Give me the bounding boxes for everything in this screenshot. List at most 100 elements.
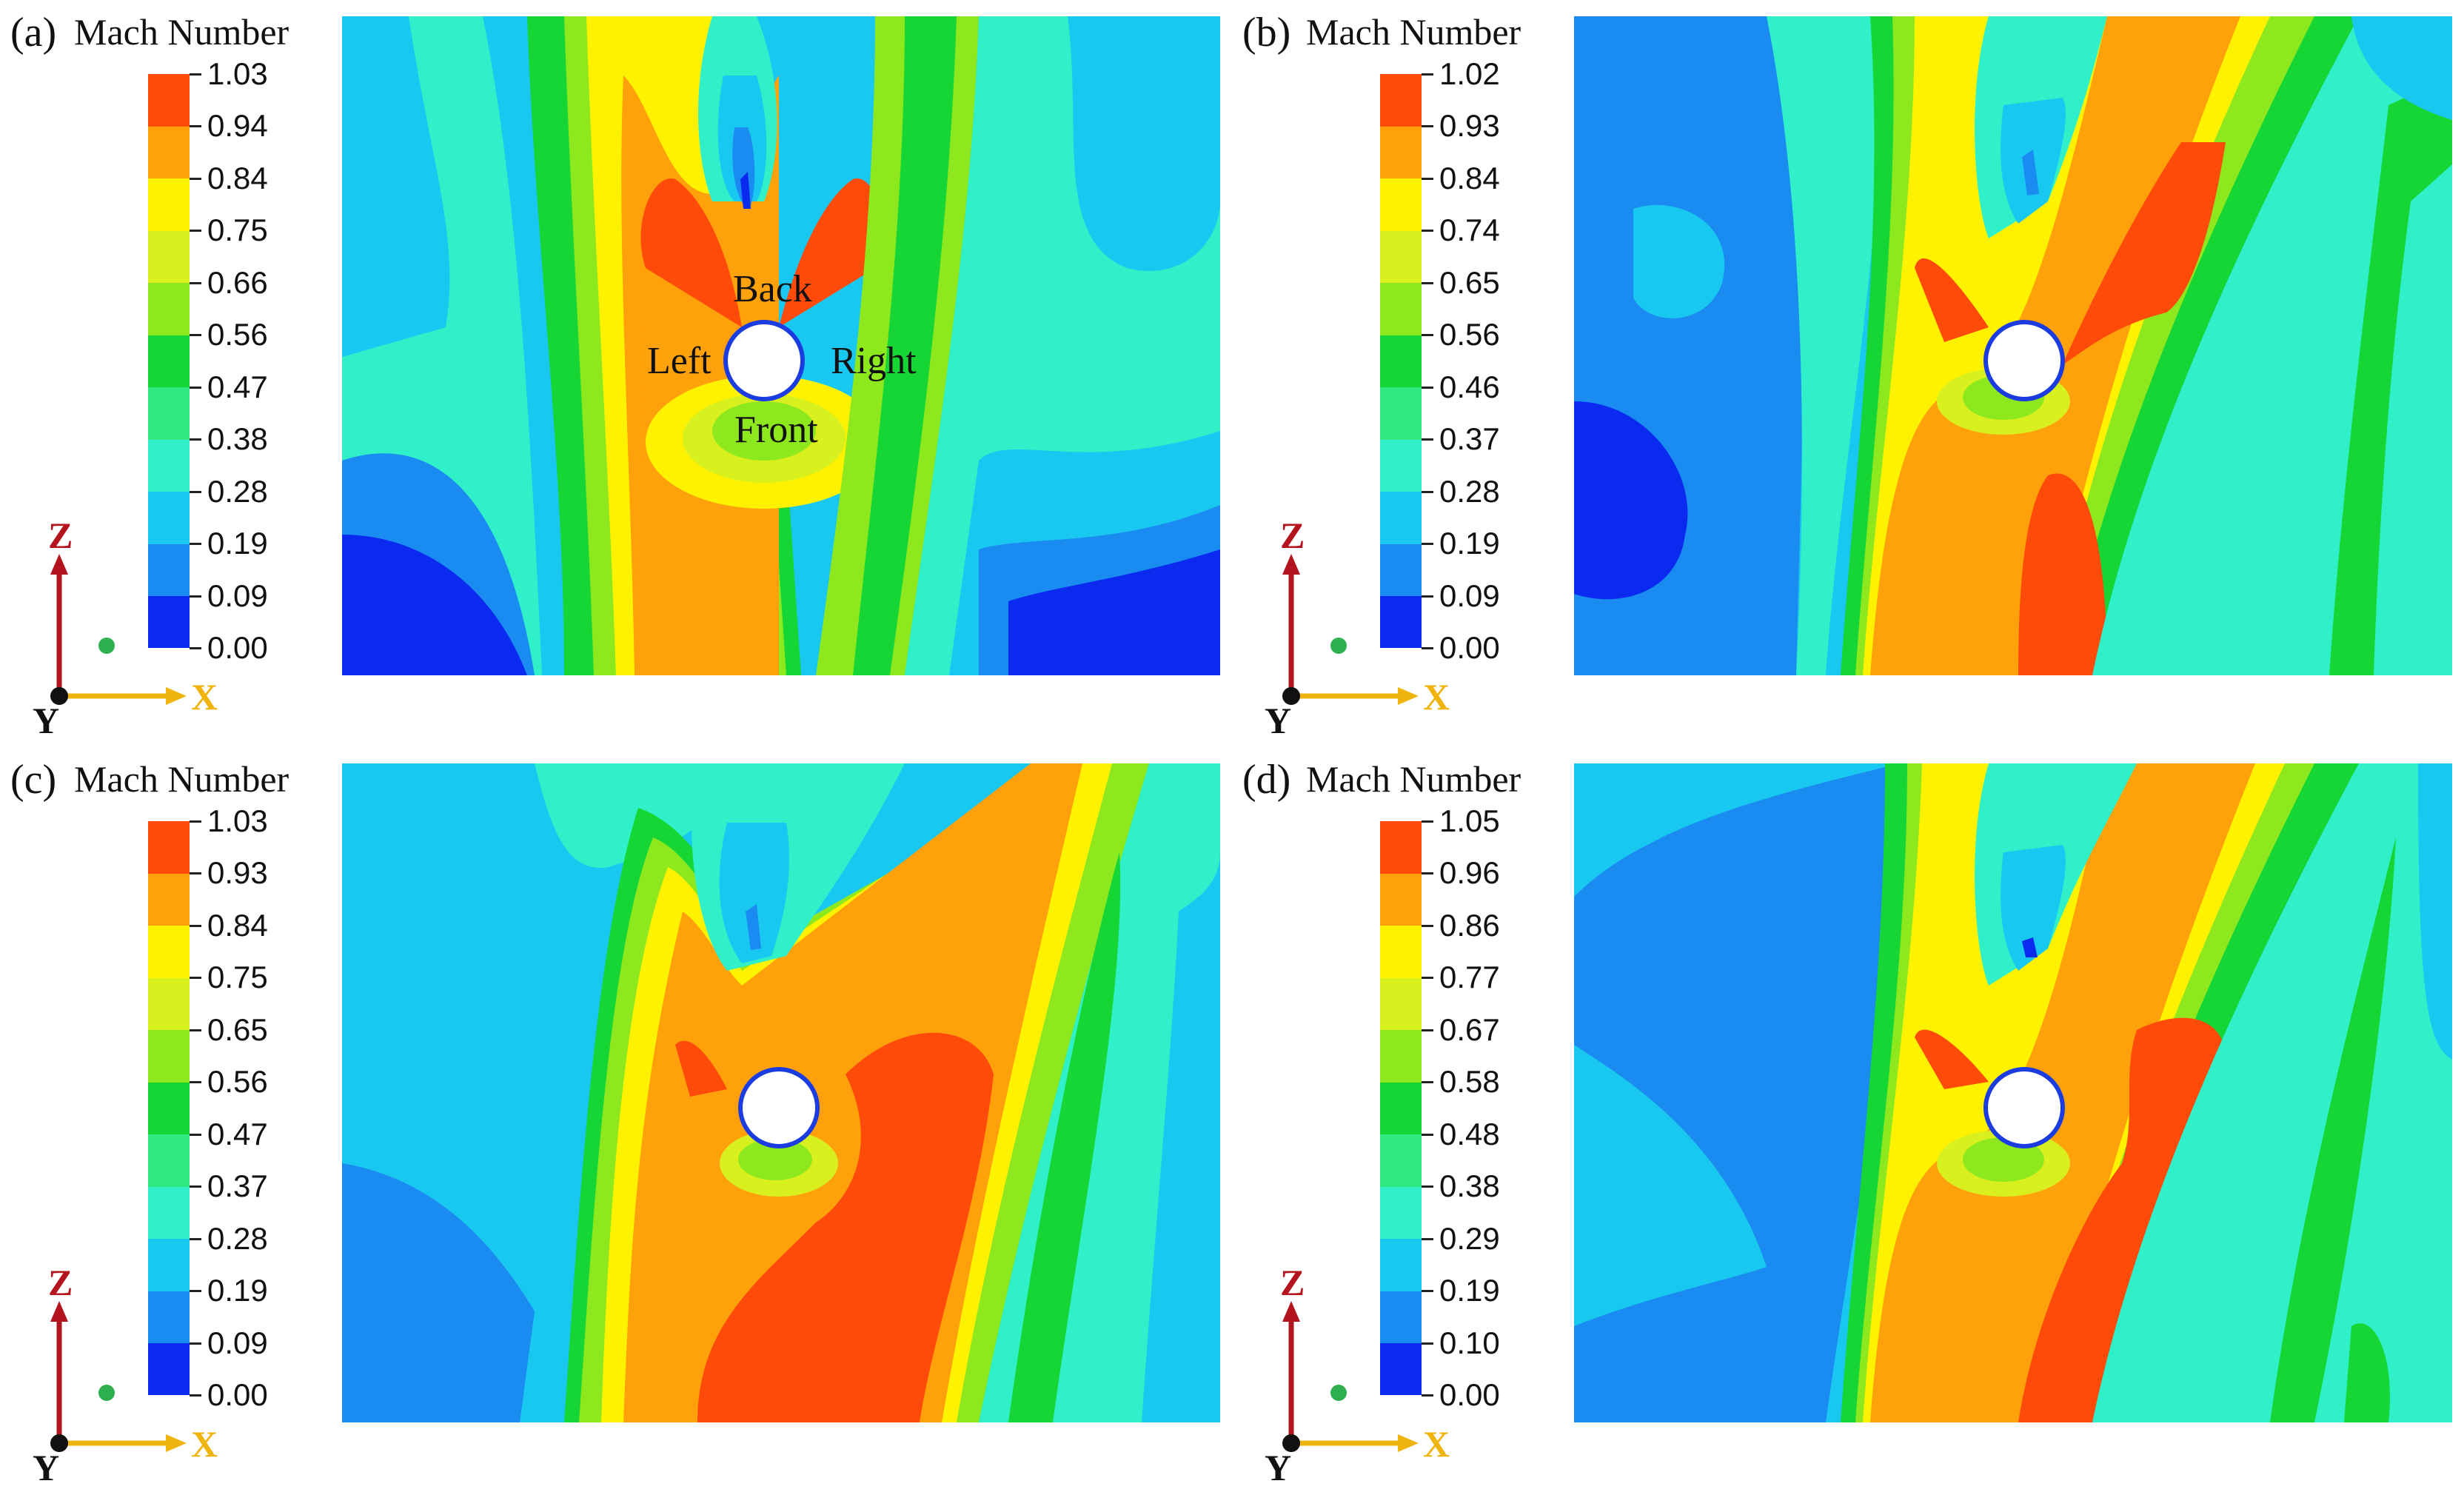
colorbar-tick xyxy=(1422,73,1433,76)
colorbar-segment xyxy=(1380,387,1422,440)
face-label-left: Left xyxy=(647,340,712,382)
colorbar-segment xyxy=(148,925,190,978)
colorbar-segment xyxy=(1380,925,1422,978)
colorbar-tick xyxy=(1422,1029,1433,1031)
colorbar-segment xyxy=(1380,126,1422,179)
contour-plot xyxy=(342,763,1220,1422)
colorbar-segment xyxy=(148,873,190,926)
colorbar-tick xyxy=(1422,924,1433,927)
colorbar-tick-label: 0.75 xyxy=(207,960,268,995)
colorbar-segment xyxy=(148,1342,190,1396)
legend-title: Mach Number xyxy=(1306,11,1521,53)
colorbar-tick xyxy=(190,977,201,980)
contour-plot: Back Left Right Front xyxy=(342,16,1220,675)
colorbar-tick xyxy=(190,1394,201,1397)
colorbar-segment xyxy=(148,977,190,1031)
colorbar-tick xyxy=(190,1029,201,1031)
colorbar-tick-label: 0.75 xyxy=(207,213,268,248)
colorbar-tick-label: 0.46 xyxy=(1439,369,1500,404)
colorbar-tick xyxy=(1422,1394,1433,1397)
colorbar-tick xyxy=(1422,1342,1433,1345)
colorbar xyxy=(148,821,190,1396)
colorbar-tick-label: 0.19 xyxy=(207,526,268,561)
colorbar-segment xyxy=(148,126,190,179)
colorbar-tick-label: 1.02 xyxy=(1439,56,1500,91)
colorbar-tick-label: 0.58 xyxy=(1439,1064,1500,1100)
colorbar-tick xyxy=(190,281,201,284)
colorbar-tick-label: 0.65 xyxy=(207,1011,268,1047)
colorbar-tick-label: 0.56 xyxy=(207,317,268,352)
colorbar-tick-label: 0.19 xyxy=(1439,1273,1500,1308)
colorbar xyxy=(148,74,190,649)
colorbar-tick-label: 1.03 xyxy=(207,56,268,91)
colorbar-tick-label: 0.38 xyxy=(207,421,268,457)
colorbar-segment xyxy=(1380,544,1422,597)
colorbar-tick-label: 0.86 xyxy=(1439,907,1500,943)
colorbar-tick xyxy=(1422,1290,1433,1293)
panel-a: (a) Mach Number 1.03 0.94 0.84 0.75 0.66 0.56… xyxy=(0,0,1232,747)
colorbar-tick xyxy=(1422,177,1433,180)
colorbar-segment xyxy=(1380,230,1422,284)
colorbar-tick-label: 0.47 xyxy=(207,1116,268,1151)
colorbar-tick xyxy=(190,1133,201,1136)
colorbar-tick xyxy=(190,334,201,337)
colorbar-tick-label: 1.03 xyxy=(207,803,268,838)
colorbar-tick-label: 0.96 xyxy=(1439,855,1500,891)
colorbar-segment xyxy=(1380,439,1422,492)
colorbar-tick-label: 0.09 xyxy=(207,578,268,613)
panel-b: (b) Mach Number 1.02 0.93 0.84 0.74 0.65 0.56… xyxy=(1232,0,2464,747)
colorbar-tick-label: 0.00 xyxy=(1439,630,1500,665)
colorbar-segment xyxy=(148,74,190,127)
colorbar-segment xyxy=(1380,1342,1422,1396)
face-label-right: Right xyxy=(831,340,917,382)
axis-x-label: X xyxy=(1423,676,1450,718)
colorbar xyxy=(1380,74,1422,649)
colorbar-segment xyxy=(148,1134,190,1187)
axis-y-label: Y xyxy=(1265,1447,1291,1480)
colorbar-tick xyxy=(1422,1185,1433,1188)
coordinate-axes-icon: Z X Y xyxy=(1265,518,1450,733)
colorbar-segment xyxy=(1380,1082,1422,1135)
colorbar-segment xyxy=(148,335,190,388)
panel-label: (d) xyxy=(1242,757,1291,803)
colorbar-tick xyxy=(1422,543,1433,546)
contour-plot xyxy=(1574,16,2452,675)
axis-x-label: X xyxy=(1423,1423,1450,1465)
contour-plot xyxy=(1574,763,2452,1422)
panel-label: (b) xyxy=(1242,10,1291,56)
colorbar-tick xyxy=(190,1081,201,1084)
axis-z-label: Z xyxy=(1280,1265,1305,1303)
colorbar-tick xyxy=(190,1185,201,1188)
colorbar-tick-label: 0.93 xyxy=(207,855,268,891)
colorbar-tick-label: 0.65 xyxy=(1439,264,1500,300)
colorbar-tick xyxy=(1422,281,1433,284)
colorbar-segment xyxy=(1380,977,1422,1031)
colorbar-segment xyxy=(148,544,190,597)
colorbar-tick-label: 0.74 xyxy=(1439,213,1500,248)
colorbar-tick xyxy=(190,820,201,823)
colorbar-tick-label: 0.00 xyxy=(1439,1377,1500,1412)
colorbar-tick-label: 0.29 xyxy=(1439,1220,1500,1256)
axis-y-label: Y xyxy=(1265,700,1291,733)
face-label-back: Back xyxy=(733,268,812,310)
colorbar-tick-label: 0.67 xyxy=(1439,1011,1500,1047)
colorbar-tick-label: 0.84 xyxy=(1439,160,1500,195)
colorbar-tick xyxy=(190,872,201,875)
colorbar-tick xyxy=(190,595,201,598)
colorbar-segment xyxy=(1380,595,1422,649)
coordinate-axes-icon: Z X Y xyxy=(33,518,218,733)
colorbar-segment xyxy=(1380,282,1422,335)
colorbar-tick xyxy=(1422,595,1433,598)
colorbar-segment xyxy=(148,1082,190,1135)
legend-title: Mach Number xyxy=(74,11,289,53)
colorbar-segment xyxy=(148,282,190,335)
colorbar-tick xyxy=(1422,872,1433,875)
colorbar-tick-label: 0.09 xyxy=(207,1325,268,1360)
colorbar-segment xyxy=(148,387,190,440)
colorbar-segment xyxy=(148,595,190,649)
colorbar-tick xyxy=(1422,1081,1433,1084)
colorbar-tick-label: 0.28 xyxy=(207,473,268,509)
colorbar-tick xyxy=(1422,1237,1433,1240)
colorbar-tick-label: 0.56 xyxy=(207,1064,268,1100)
panel-c: (c) Mach Number 1.03 0.93 0.84 0.75 0.65 0.56… xyxy=(0,747,1232,1494)
